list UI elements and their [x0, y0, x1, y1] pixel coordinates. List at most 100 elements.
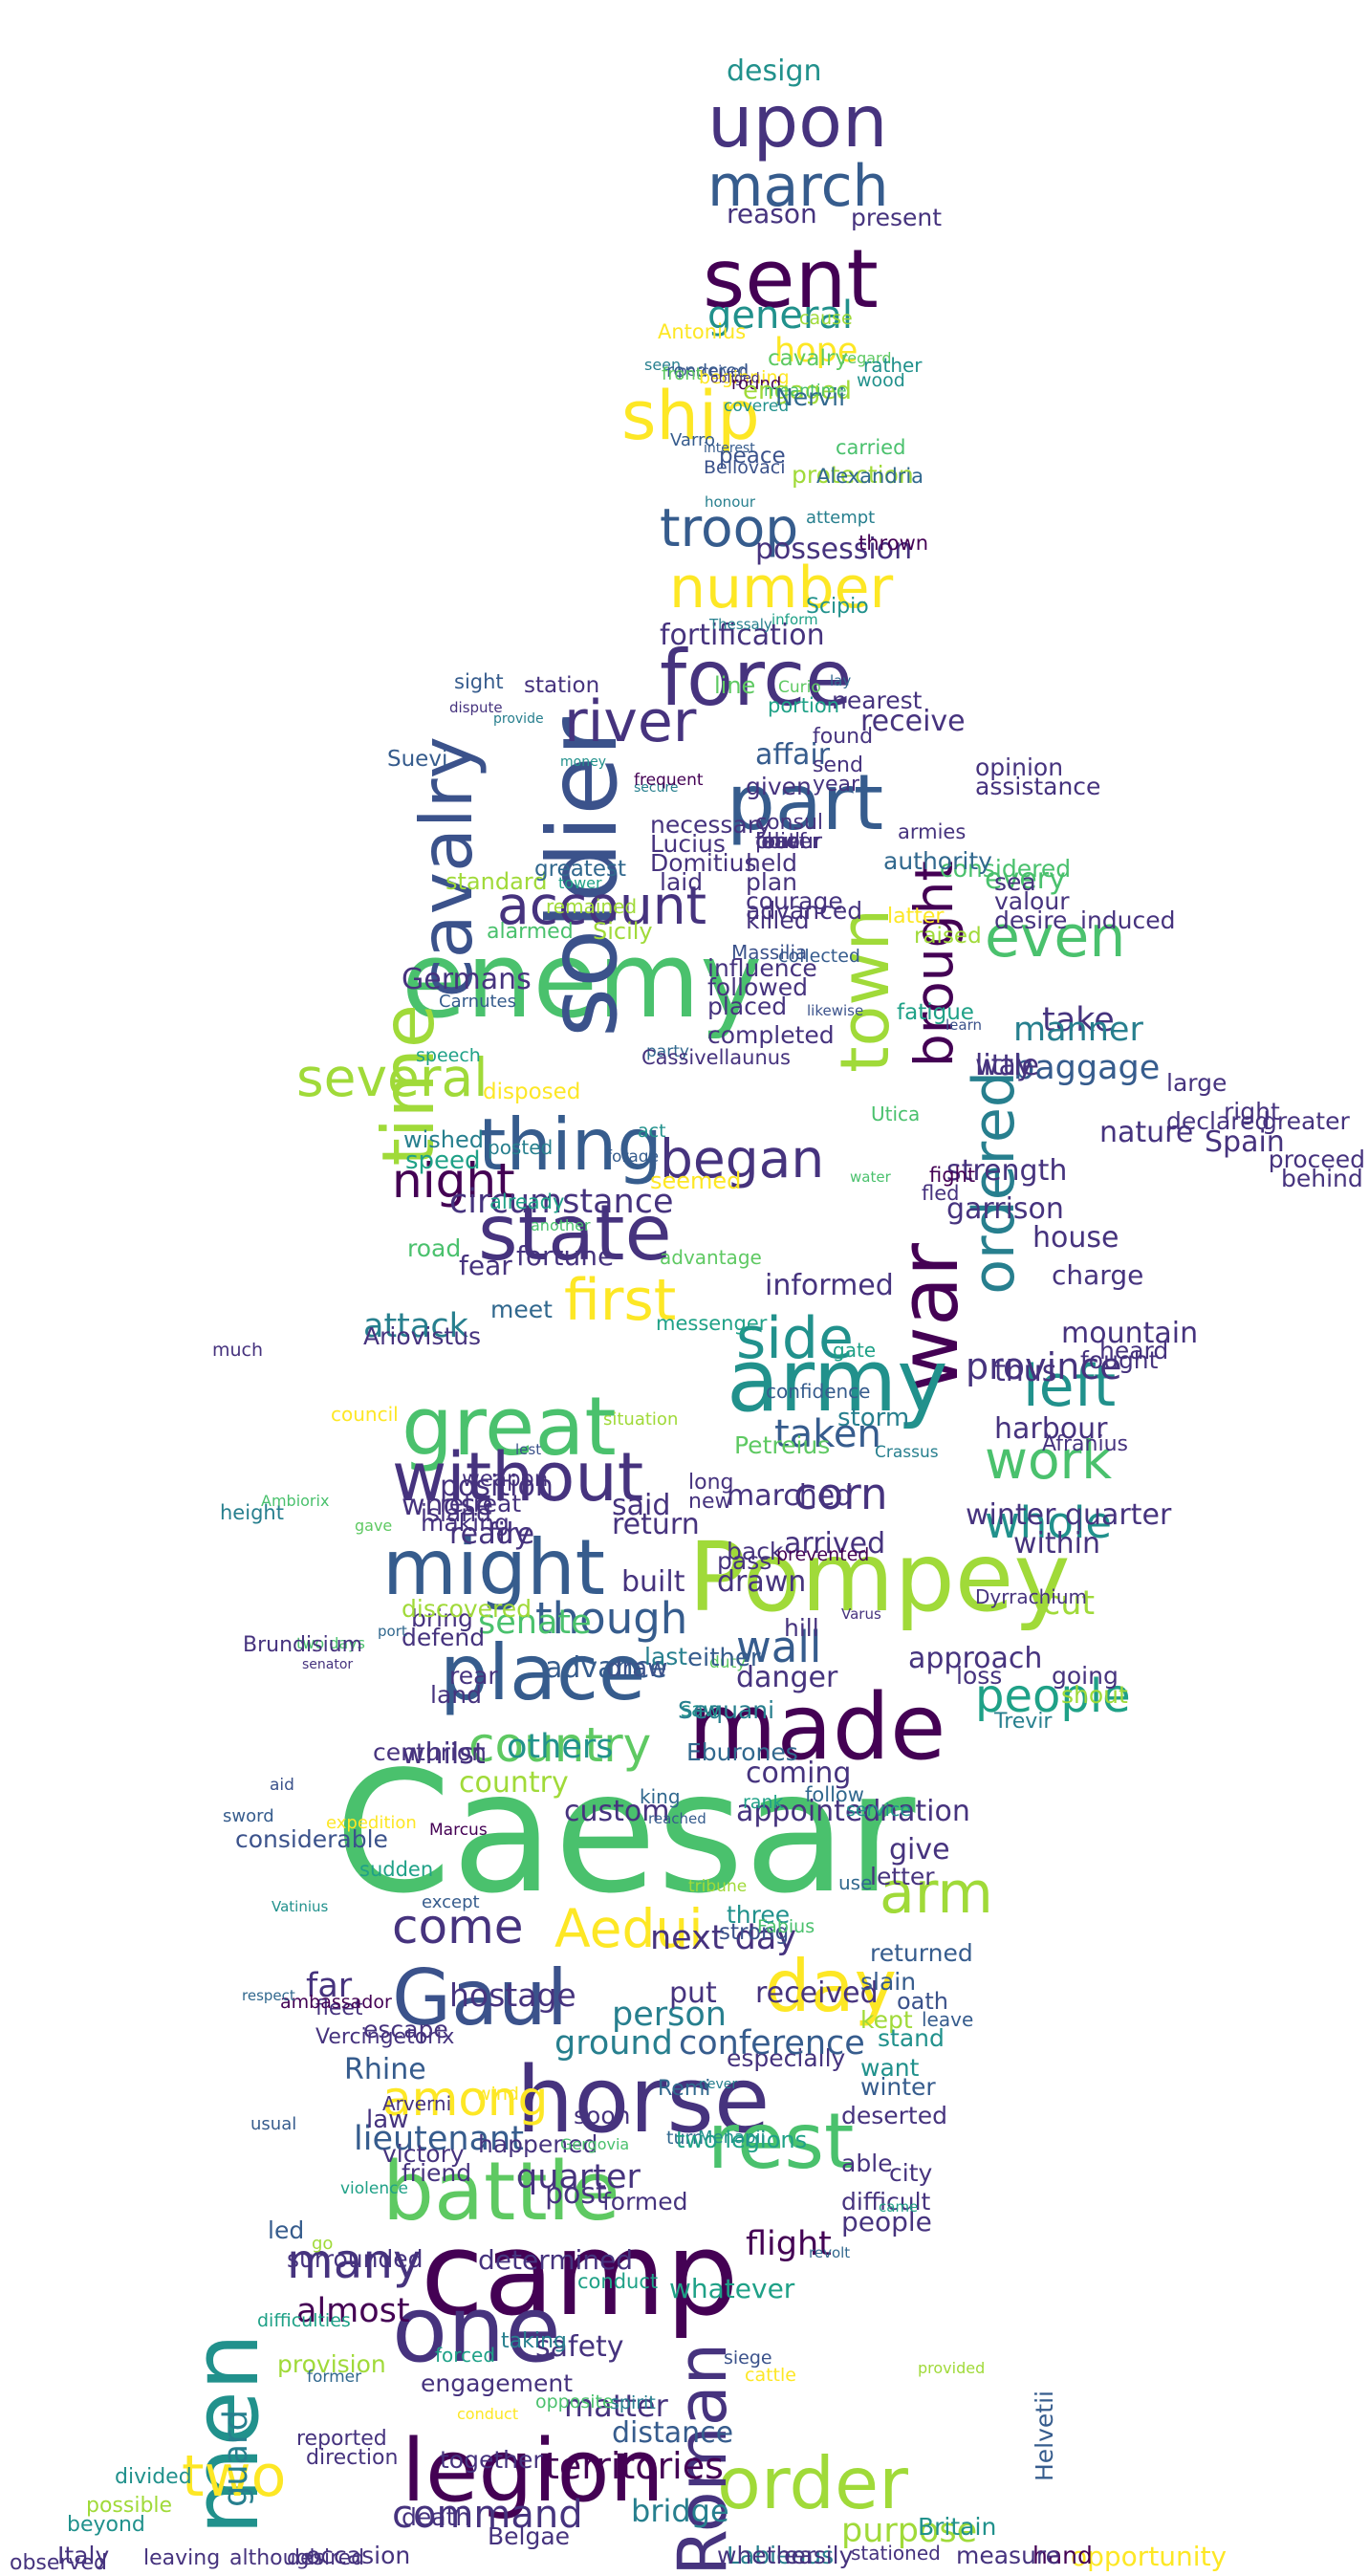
word-country: country: [468, 1717, 652, 1773]
word-belgae: Belgae: [488, 2522, 571, 2550]
word-laid: laid: [660, 868, 704, 896]
word-though: though: [535, 1593, 688, 1644]
word-opinion: opinion: [975, 753, 1064, 781]
word-sent: sent: [703, 232, 879, 327]
word-heard: heard: [1099, 1337, 1169, 1364]
word-considered: considered: [940, 855, 1072, 883]
word-seen: seen: [644, 356, 682, 374]
word-fire: fire: [488, 1517, 535, 1551]
word-ambiorix: Ambiorix: [261, 1492, 330, 1510]
word-stationed: stationed: [851, 2542, 941, 2565]
word-utica: Utica: [871, 1102, 921, 1125]
word-collected: collected: [778, 946, 860, 967]
word-people: people: [841, 2206, 932, 2238]
word-remi: Remi: [658, 2077, 711, 2101]
word-beyond: beyond: [67, 2513, 145, 2537]
word-camp: camp: [421, 2209, 739, 2342]
word-saw: saw: [681, 1698, 720, 1721]
word-hostage: hostage: [449, 1976, 576, 2014]
word-next-day: next day: [650, 1919, 797, 1957]
word-harbour: harbour: [994, 1412, 1108, 1446]
word-fled: fled: [922, 1182, 960, 1205]
word-vatinius: Vatinius: [272, 1898, 329, 1915]
word-country: country: [459, 1766, 569, 1800]
word-varus: Varus: [841, 1605, 881, 1623]
word-behind: behind: [1281, 1165, 1363, 1192]
word-march: march: [707, 153, 889, 220]
word-engagement: engagement: [421, 2369, 574, 2397]
word-conduct: conduct: [457, 2405, 519, 2423]
word-rather: rather: [863, 354, 923, 377]
word-coming: coming: [746, 1757, 852, 1790]
word-posted: posted: [488, 1136, 554, 1159]
word-desire: desire: [994, 906, 1068, 934]
word-advance: advance: [545, 1651, 667, 1685]
word-although: although: [229, 2546, 323, 2570]
word-drawn: drawn: [717, 1565, 807, 1599]
word-sea: sea: [994, 868, 1036, 896]
word-wind: wind: [476, 2084, 519, 2105]
word-shout: shout: [1061, 1681, 1128, 1709]
word-proceed: proceed: [1268, 1146, 1365, 1173]
word-whilst: whilst: [402, 1737, 486, 1771]
word-purpose: purpose: [841, 2512, 978, 2550]
word-spain: Spain: [1205, 1125, 1285, 1159]
word-great: great: [402, 1380, 617, 1474]
word-three: three: [727, 1901, 791, 1929]
word-spirit: spirit: [610, 2392, 656, 2413]
word-interest: interest: [704, 441, 755, 456]
word-province: province: [966, 1345, 1122, 1387]
word-came: came: [879, 2198, 919, 2216]
word-led: led: [268, 2216, 305, 2244]
word-seemed: seemed: [650, 1168, 742, 1194]
word-gergovia: Gergovia: [560, 2135, 630, 2153]
word-thessaly: Thessaly: [709, 616, 772, 633]
word-senator: senator: [302, 1657, 354, 1672]
word-foot: foot: [755, 830, 797, 854]
word-carried: carried: [836, 436, 906, 459]
word-brought: brought: [903, 861, 965, 1068]
word-force: force: [660, 634, 853, 723]
word-said: said: [612, 1489, 671, 1522]
word-cavalry: cavalry: [768, 346, 848, 371]
word-arrived: arrived: [784, 1527, 886, 1561]
word-induced: induced: [1080, 906, 1176, 934]
word-alexandria: Alexandria: [816, 465, 924, 488]
word-informed: informed: [765, 1269, 894, 1302]
word-ready: ready: [449, 1517, 532, 1551]
word-trevir: Trevir: [994, 1710, 1053, 1734]
word-carnutes: Carnutes: [439, 992, 517, 1012]
word-pompey: Pompey: [688, 1521, 1071, 1633]
word-year: year: [813, 773, 860, 797]
word-senate: senate: [478, 1604, 592, 1642]
word-scipio: Scipio: [806, 595, 869, 619]
word-taken: taken: [774, 1412, 881, 1456]
word-domitius: Domitius: [650, 849, 757, 877]
word-disposed: disposed: [483, 1080, 581, 1104]
word-lucius: Lucius: [650, 830, 726, 858]
word-legion: legion: [402, 2421, 664, 2521]
word-usual: usual: [250, 2114, 297, 2134]
word-advantage: advantage: [660, 1246, 762, 1269]
word-follow: follow: [805, 1783, 864, 1806]
word-provision: provision: [277, 2350, 386, 2378]
word-might: might: [382, 1523, 606, 1612]
word-provided: provided: [918, 2359, 986, 2377]
word-letter: letter: [870, 1863, 935, 1890]
word-leaving: leaving: [143, 2546, 221, 2570]
word-station: station: [524, 673, 600, 698]
word-place: place: [440, 1628, 646, 1717]
word-violence: violence: [340, 2179, 408, 2198]
word-marched: marched: [727, 1479, 854, 1513]
word-fleet: fleet: [315, 1997, 363, 2020]
word-almost: almost: [296, 2292, 410, 2330]
word-received: received: [755, 1976, 879, 2010]
word-dyrrachium: Dyrrachium: [975, 1585, 1087, 1608]
word-appointed: appointed: [736, 1795, 881, 1828]
word-others: others: [507, 1728, 614, 1766]
word-guard: guard: [217, 2410, 255, 2507]
word-afranius: Afranius: [1042, 1432, 1128, 1456]
word-duty: duty: [709, 1653, 747, 1672]
word-turn: turn: [666, 2128, 705, 2149]
